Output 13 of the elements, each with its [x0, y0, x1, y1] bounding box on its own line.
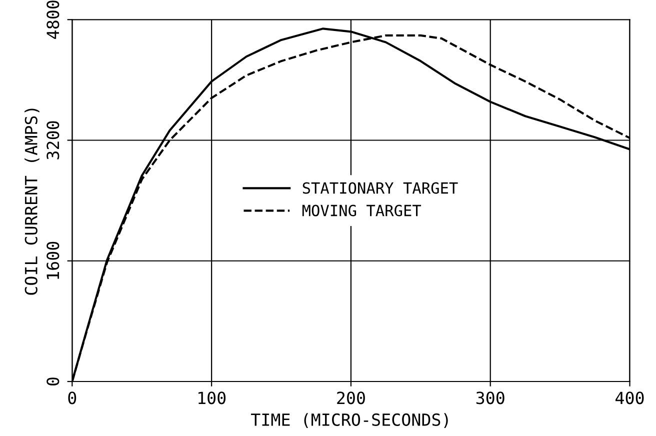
y-tick-label: 1600	[46, 242, 60, 279]
y-tick-label: 3200	[46, 121, 60, 160]
legend-label: MOVING TARGET	[302, 204, 422, 216]
x-tick-label: 100	[198, 392, 226, 404]
x-tick-label: 300	[476, 392, 504, 404]
x-tick-label: 0	[68, 392, 76, 404]
legend-label: STATIONARY TARGET	[302, 182, 458, 194]
x-tick-label: 200	[337, 392, 365, 404]
x-tick-label: 400	[616, 392, 644, 404]
y-tick-label: 4800	[46, 0, 60, 39]
x-axis-title: TIME (MICRO-SECONDS)	[251, 413, 448, 428]
y-tick-label: 0	[46, 378, 60, 386]
y-axis-title: COIL CURRENT (AMPS)	[24, 108, 40, 295]
